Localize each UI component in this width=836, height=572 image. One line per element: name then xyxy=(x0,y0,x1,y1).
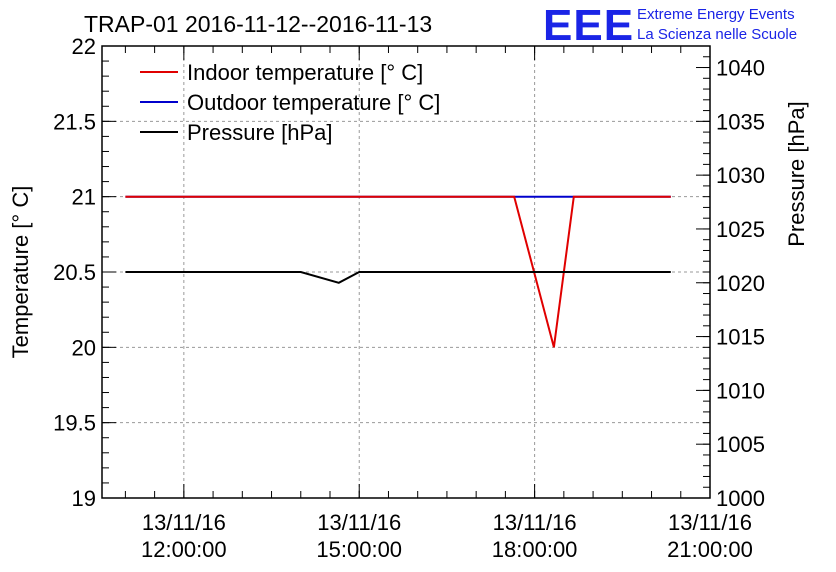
logo-line-2: La Scienza nelle Scuole xyxy=(637,26,797,43)
y-tick-label: 19.5 xyxy=(53,411,96,436)
y2-tick-label: 1005 xyxy=(716,432,765,457)
legend: Indoor temperature [° C] Outdoor temperat… xyxy=(140,60,440,145)
axes: 19 19.5 20 20.5 21 21.5 22 1000 1005 1010 1015 1020… xyxy=(53,34,765,562)
series-line-pressure xyxy=(125,271,671,284)
eee-logo: EEE Extreme Energy Events La Scienza nel… xyxy=(543,1,797,50)
series-layer xyxy=(125,195,671,348)
y2-tick-label: 1020 xyxy=(716,271,765,296)
y-tick-label: 22 xyxy=(72,34,96,59)
y-tick-label: 21.5 xyxy=(53,109,96,134)
y2-axis-label: Pressure [hPa] xyxy=(784,101,809,247)
y2-tick-label: 1015 xyxy=(716,325,765,350)
x-tick-label-time: 12:00:00 xyxy=(141,537,227,562)
y2-tick-label: 1025 xyxy=(716,217,765,242)
y2-tick-label: 1040 xyxy=(716,56,765,81)
legend-label: Pressure [hPa] xyxy=(187,120,333,145)
x-tick-label-date: 13/11/16 xyxy=(493,510,577,535)
x-tick-label-time: 18:00:00 xyxy=(492,537,578,562)
chart-title: TRAP-01 2016-11-12--2016-11-13 xyxy=(84,11,432,37)
legend-label: Indoor temperature [° C] xyxy=(187,60,423,85)
x-tick-label-time: 15:00:00 xyxy=(316,537,402,562)
y2-tick-label: 1030 xyxy=(716,163,765,188)
y2-tick-label: 1010 xyxy=(716,378,765,403)
y2-tick-label: 1035 xyxy=(716,109,765,134)
y-axis-label: Temperature [° C] xyxy=(8,186,33,359)
legend-label: Outdoor temperature [° C] xyxy=(187,90,440,115)
y2-tick-label: 1000 xyxy=(716,486,765,511)
series-line-indoor xyxy=(125,195,671,348)
y-tick-label: 19 xyxy=(72,486,96,511)
logo-line-1: Extreme Energy Events xyxy=(637,6,795,23)
x-tick-label-date: 13/11/16 xyxy=(317,510,401,535)
x-tick-label-date: 13/11/16 xyxy=(668,510,752,535)
y-tick-label: 21 xyxy=(72,185,96,210)
x-tick-label-date: 13/11/16 xyxy=(142,510,226,535)
y-tick-label: 20.5 xyxy=(53,260,96,285)
x-tick-label-time: 21:00:00 xyxy=(667,537,753,562)
y-tick-label: 20 xyxy=(72,335,96,360)
logo-letters: EEE xyxy=(543,1,634,50)
